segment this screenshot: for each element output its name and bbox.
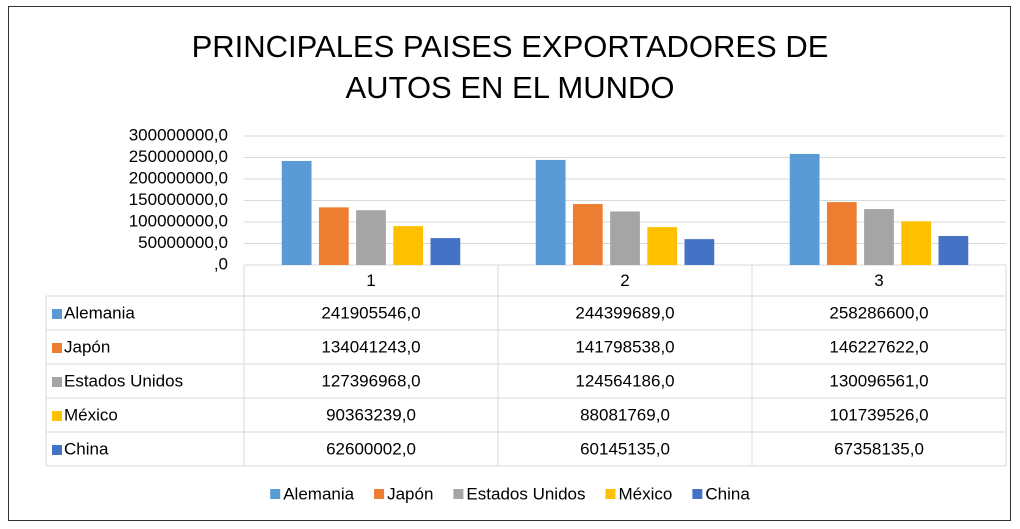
- legend-label: México: [619, 484, 673, 503]
- legend-key: [692, 489, 703, 499]
- table-row-label: Estados Unidos: [64, 371, 183, 390]
- legend-label: Estados Unidos: [466, 484, 585, 503]
- bar: [647, 227, 678, 265]
- y-tick-label: 150000000,0: [129, 190, 228, 209]
- y-tick-label: 50000000,0: [138, 233, 228, 252]
- legend-label: Japón: [387, 484, 433, 503]
- bar: [826, 202, 857, 265]
- y-tick-label: 200000000,0: [129, 168, 228, 187]
- bar: [393, 226, 424, 265]
- legend-label: Alemania: [283, 484, 354, 503]
- table-row-label: México: [64, 405, 118, 424]
- x-tick-label: 2: [620, 271, 629, 290]
- bar: [901, 221, 932, 265]
- bar: [789, 153, 820, 265]
- y-tick-label: 100000000,0: [129, 211, 228, 230]
- table-legend-key: [52, 377, 62, 387]
- table-cell: 258286600,0: [829, 303, 928, 322]
- chart-title: PRINCIPALES PAISES EXPORTADORES DE AUTOS…: [191, 29, 829, 105]
- bar: [938, 236, 969, 265]
- legend-key: [270, 489, 281, 499]
- legend-key: [453, 489, 464, 499]
- table-legend-key: [52, 343, 62, 353]
- table-cell: 244399689,0: [575, 303, 674, 322]
- table-cell: 62600002,0: [326, 439, 416, 458]
- bar: [610, 211, 640, 265]
- legend-label: China: [705, 484, 750, 503]
- table-row-label: Alemania: [64, 303, 135, 322]
- table-cell: 134041243,0: [321, 337, 420, 356]
- table-cell: 90363239,0: [326, 405, 416, 424]
- y-tick-label: 300000000,0: [129, 125, 228, 144]
- table-cell: 127396968,0: [321, 371, 420, 390]
- bar: [864, 209, 894, 265]
- table-legend-key: [52, 309, 62, 319]
- table-cell: 141798538,0: [575, 337, 674, 356]
- table-cell: 88081769,0: [580, 405, 670, 424]
- table-cell: 60145135,0: [580, 439, 670, 458]
- bar: [684, 239, 715, 265]
- table-cell: 67358135,0: [834, 439, 924, 458]
- table-legend-key: [52, 411, 62, 421]
- legend-key: [374, 489, 385, 499]
- bar: [318, 207, 349, 265]
- table-cell: 241905546,0: [321, 303, 420, 322]
- table-row-label: Japón: [64, 337, 110, 356]
- table-legend-key: [52, 445, 62, 455]
- bar: [356, 210, 386, 265]
- table-cell: 146227622,0: [829, 337, 928, 356]
- bar: [535, 159, 566, 265]
- bar: [281, 160, 312, 265]
- table-row-label: China: [64, 439, 109, 458]
- table-cell: 124564186,0: [575, 371, 674, 390]
- x-tick-label: 3: [874, 271, 883, 290]
- x-tick-label: 1: [366, 271, 375, 290]
- bar: [572, 204, 603, 265]
- bar: [430, 238, 461, 265]
- y-tick-label: ,0: [214, 254, 228, 273]
- table-cell: 130096561,0: [829, 371, 928, 390]
- legend-key: [605, 489, 616, 499]
- table-cell: 101739526,0: [829, 405, 928, 424]
- y-tick-label: 250000000,0: [129, 147, 228, 166]
